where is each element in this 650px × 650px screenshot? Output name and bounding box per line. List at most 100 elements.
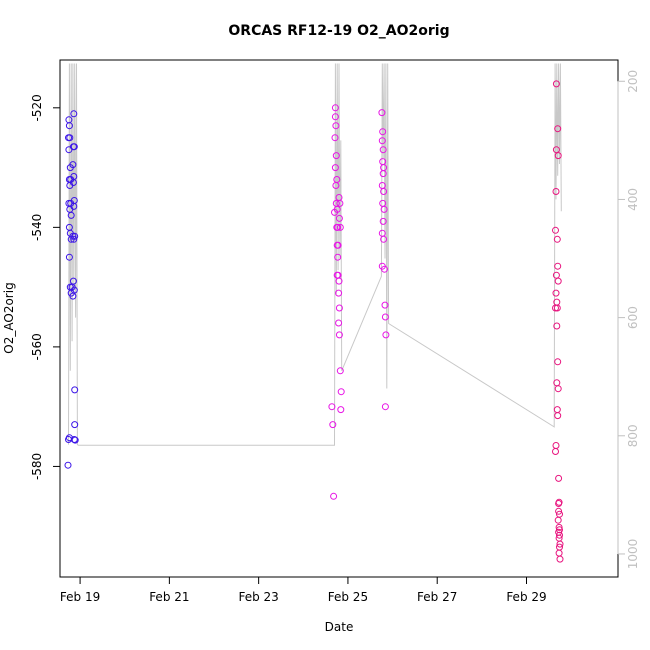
data-point — [335, 214, 343, 222]
y-axis-label: O2_AO2orig — [2, 282, 16, 353]
y-tick-label: -560 — [30, 333, 44, 360]
data-point — [554, 412, 562, 420]
data-point — [552, 448, 559, 455]
data-point — [380, 205, 388, 213]
data-point — [64, 461, 72, 469]
data-point — [378, 262, 386, 270]
data-point — [554, 385, 562, 393]
data-point — [556, 540, 564, 548]
data-point — [336, 367, 344, 375]
x-tick-label: Feb 29 — [506, 590, 546, 604]
data-point — [336, 199, 344, 207]
data-point — [379, 128, 387, 136]
y2-tick-label: 1000 — [626, 539, 640, 570]
y2-axis: 200 400 600 800 1000 — [617, 70, 640, 570]
data-point — [69, 292, 77, 300]
data-point — [65, 253, 73, 261]
data-point — [71, 421, 79, 429]
data-point — [330, 492, 338, 500]
data-point — [381, 313, 389, 321]
data-point — [71, 386, 79, 394]
data-point — [335, 277, 343, 285]
series-1 — [328, 104, 390, 500]
x-tick-label: Feb 21 — [149, 590, 189, 604]
data-point — [70, 235, 78, 243]
data-point — [554, 277, 562, 285]
data-point — [335, 289, 343, 297]
data-point — [554, 358, 562, 366]
data-point — [69, 161, 77, 169]
y-axis: -520 -540 -560 -580 — [30, 94, 61, 480]
data-point — [66, 134, 74, 142]
data-point — [553, 304, 561, 312]
data-point — [378, 109, 386, 117]
y-tick-label: -540 — [30, 214, 44, 241]
data-point — [553, 322, 561, 330]
data-point — [332, 122, 340, 130]
x-tick-label: Feb 27 — [417, 590, 457, 604]
data-point — [337, 406, 345, 414]
data-point — [554, 125, 562, 133]
data-point — [552, 442, 560, 449]
x-tick-label: Feb 19 — [60, 590, 100, 604]
data-point — [334, 253, 342, 261]
data-point — [331, 134, 339, 142]
data-point — [336, 223, 344, 231]
data-point — [380, 188, 388, 195]
data-point — [334, 241, 342, 249]
data-point — [331, 113, 339, 121]
data-point — [71, 232, 79, 240]
pressure-trace-line — [68, 63, 562, 446]
data-point — [554, 262, 562, 270]
data-point — [555, 507, 563, 515]
data-point — [331, 104, 339, 112]
data-point — [328, 403, 336, 411]
data-point — [329, 421, 337, 429]
data-point — [67, 211, 75, 219]
data-point — [555, 549, 563, 557]
data-point — [552, 226, 559, 234]
data-point — [337, 388, 345, 396]
y2-tick-label: 200 — [626, 70, 640, 93]
data-point — [333, 205, 341, 213]
y-tick-label: -580 — [30, 453, 44, 480]
data-point — [332, 182, 340, 189]
data-point — [382, 331, 390, 339]
y2-tick-label: 400 — [626, 188, 640, 211]
data-point — [70, 143, 78, 151]
data-point — [334, 223, 342, 231]
data-point — [379, 170, 387, 178]
x-tick-label: Feb 25 — [328, 590, 368, 604]
data-point — [69, 277, 77, 285]
data-point — [556, 555, 564, 563]
data-point — [555, 523, 563, 531]
y2-tick-label: 800 — [626, 424, 640, 447]
x-axis-label: Date — [325, 620, 354, 634]
data-point — [552, 80, 560, 88]
y-tick-label: -520 — [30, 94, 44, 121]
series-0 — [64, 110, 79, 469]
data-point — [379, 217, 387, 225]
x-axis: Feb 19 Feb 21 Feb 23 Feb 25 Feb 27 Feb 29 — [60, 576, 547, 604]
series-2 — [552, 80, 564, 563]
data-point — [65, 122, 73, 130]
data-point — [332, 152, 340, 160]
data-point — [70, 202, 78, 210]
data-point — [71, 436, 79, 444]
data-point — [380, 235, 388, 243]
data-point — [554, 516, 562, 524]
data-point — [554, 152, 562, 160]
plot-area — [64, 63, 564, 563]
data-point — [553, 406, 561, 414]
x-tick-label: Feb 23 — [238, 590, 278, 604]
data-point — [552, 188, 560, 195]
y2-tick-label: 600 — [626, 306, 640, 329]
chart-title: ORCAS RF12-19 O2_AO2orig — [228, 23, 449, 39]
data-point — [555, 500, 563, 507]
data-point — [331, 164, 339, 172]
data-point — [553, 235, 561, 243]
data-point — [555, 474, 563, 482]
data-point — [335, 304, 343, 312]
data-point — [65, 434, 73, 442]
